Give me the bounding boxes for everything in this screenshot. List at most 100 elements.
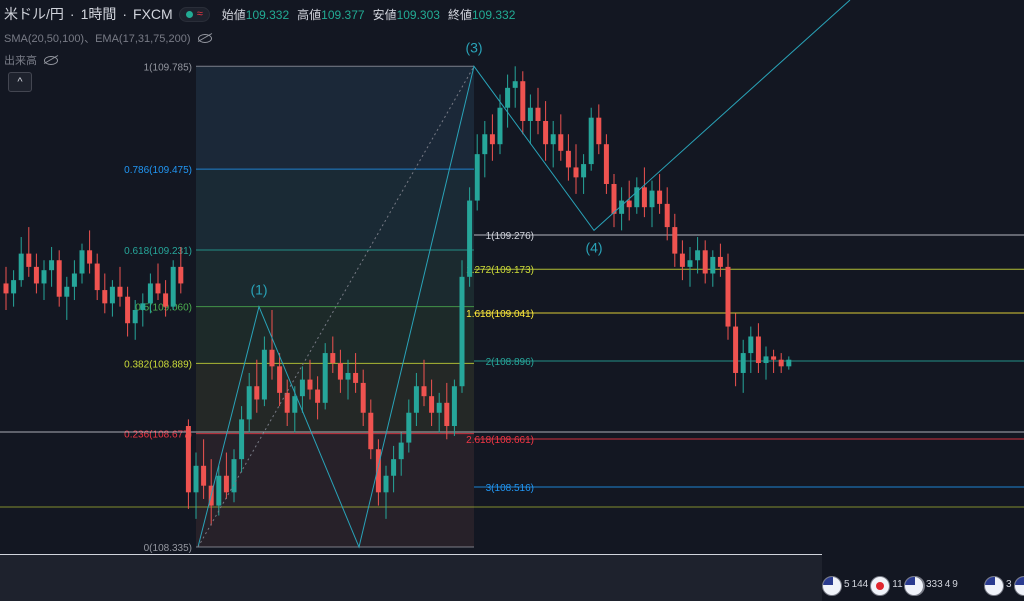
candle-body (64, 286, 70, 297)
candle-body (3, 283, 9, 294)
candle-body (269, 349, 275, 367)
candle-body (581, 164, 587, 178)
candle-body (284, 392, 290, 413)
market-status-badge[interactable]: ≈ (178, 6, 210, 22)
candle-body (201, 465, 207, 486)
candle-body (641, 187, 647, 208)
ohlc-low: 安値109.303 (373, 6, 440, 23)
collapse-legend-button[interactable]: ^ (8, 72, 32, 92)
fib-retracement-label: 1(109.785) (144, 62, 192, 73)
candle-body (558, 134, 564, 151)
event-count: 4 (944, 579, 951, 590)
volume-indicator-label[interactable]: 出来高 (4, 55, 37, 67)
bottom-panel (0, 554, 822, 601)
candle-body (360, 382, 366, 413)
candle-body (512, 81, 518, 88)
candle-body (429, 396, 435, 413)
candle-body (307, 379, 313, 390)
candle-body (383, 475, 389, 493)
candle-body (710, 256, 716, 274)
candle-body (345, 372, 351, 380)
candle-body (398, 442, 404, 460)
ohlc-open: 始値109.332 (222, 6, 289, 23)
candle-body (527, 107, 533, 121)
candle-body (231, 459, 237, 493)
candle-body (619, 200, 625, 214)
hide-eye-icon[interactable] (197, 32, 213, 44)
us-flag-icon[interactable] (984, 576, 1004, 596)
candle-body (679, 253, 685, 267)
candle-body (155, 283, 161, 294)
candle-body (664, 203, 670, 228)
event-count: 144 (851, 579, 869, 590)
wave-label: (3) (465, 39, 482, 55)
candle-body (330, 353, 336, 364)
candle-body (489, 134, 495, 145)
candle-body (733, 326, 739, 373)
fib-zone (196, 66, 474, 170)
fib-retracement-label: 0.236(108.677) (124, 430, 192, 441)
candle-body (778, 359, 784, 367)
fib-zone (196, 169, 474, 250)
fib-retracement-label: 0.618(109.231) (124, 246, 192, 257)
ohlc-values: 始値109.332 高値109.377 安値109.303 終値 109.332 (222, 6, 516, 23)
candle-body (482, 134, 488, 155)
candle-body (467, 200, 473, 277)
hide-eye-icon[interactable] (43, 54, 59, 66)
candle-body (87, 250, 93, 264)
candle-body (147, 283, 153, 304)
ohlc-high: 高値109.377 (297, 6, 364, 23)
candle-body (368, 412, 374, 450)
candle-body (163, 293, 169, 307)
us-flag-icon[interactable] (822, 576, 842, 596)
jp-flag-icon[interactable] (870, 576, 891, 596)
candle-body (565, 150, 571, 168)
event-count: 5 (844, 579, 850, 590)
candle-body (41, 270, 47, 284)
candle-body (292, 396, 298, 413)
fib-extension-label: 1(109.276) (486, 231, 534, 242)
candle-body (451, 386, 457, 427)
candle-body (596, 117, 602, 145)
economic-events-group[interactable]: 333 4 9 (904, 576, 958, 598)
volume-indicator-row[interactable]: 出来高 (4, 52, 59, 68)
event-count: 11 (892, 579, 903, 590)
event-count: 9 (952, 579, 958, 590)
candle-body (71, 273, 77, 287)
candle-body (239, 419, 245, 460)
economic-events-group[interactable]: 3 (984, 576, 1024, 598)
ohlc-high-value: 109.377 (321, 7, 365, 22)
ma-indicator-row[interactable]: SMA(20,50,100)、EMA(17,31,75,200) (4, 30, 213, 46)
candle-body (125, 296, 131, 324)
candle-body (740, 353, 746, 373)
separator-dot: · (122, 6, 128, 22)
ohlc-low-value: 109.303 (396, 7, 440, 22)
ohlc-open-value: 109.332 (245, 7, 290, 22)
ohlc-close-label: 終値 (447, 7, 472, 22)
candle-body (634, 187, 640, 208)
candle-body (277, 366, 283, 393)
candle-body (657, 190, 663, 204)
us-flag-icon[interactable] (1013, 576, 1024, 596)
candle-body (254, 386, 260, 400)
timeframe-label[interactable]: 1時間 (80, 6, 117, 22)
candle-body (117, 286, 123, 297)
candle-body (140, 303, 146, 310)
fib-extension-label: 1.618(109.041) (466, 309, 534, 320)
candle-body (505, 87, 511, 108)
candle-body (11, 280, 17, 294)
ma-indicator-label[interactable]: SMA(20,50,100)、EMA(17,31,75,200) (4, 33, 191, 45)
candle-body (406, 412, 412, 443)
separator-dot: · (69, 6, 75, 22)
event-count: 3 (1006, 579, 1012, 590)
candle-body (497, 107, 503, 145)
candle-body (717, 256, 723, 267)
candle-body (322, 353, 328, 403)
candle-body (18, 253, 24, 281)
us-flag-icon[interactable] (904, 576, 924, 596)
symbol-name[interactable]: 米ドル/円 (4, 6, 64, 22)
candle-body (56, 260, 62, 297)
candle-body (725, 266, 731, 327)
